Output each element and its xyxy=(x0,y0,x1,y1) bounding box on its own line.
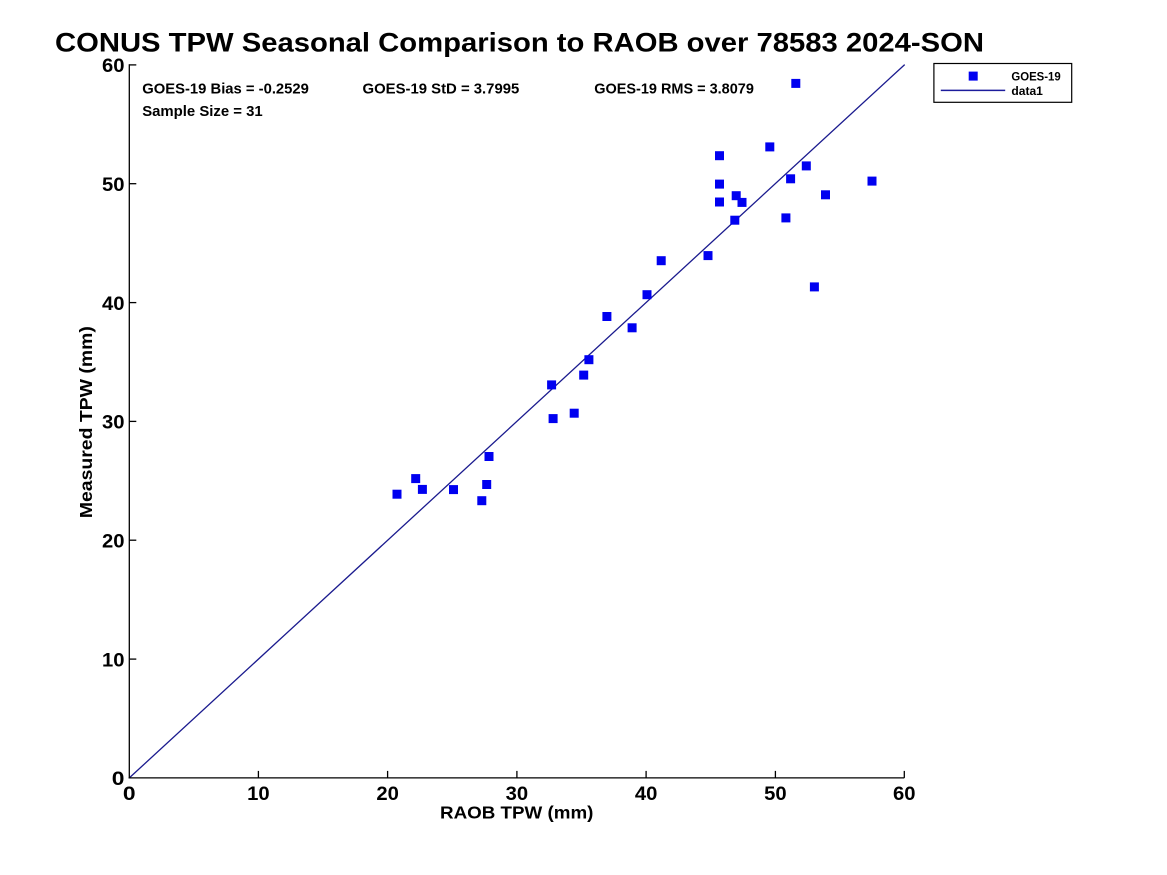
svg-text:GOES-19: GOES-19 xyxy=(1011,70,1060,84)
svg-text:RAOB TPW (mm): RAOB TPW (mm) xyxy=(440,802,594,822)
svg-text:30: 30 xyxy=(506,784,529,805)
svg-text:20: 20 xyxy=(102,531,125,552)
svg-text:50: 50 xyxy=(764,784,787,805)
svg-text:20: 20 xyxy=(376,784,399,805)
svg-text:30: 30 xyxy=(102,413,125,434)
svg-text:40: 40 xyxy=(102,294,125,315)
svg-text:60: 60 xyxy=(102,56,125,77)
svg-text:50: 50 xyxy=(102,175,125,196)
svg-text:GOES-19 RMS = 3.8079: GOES-19 RMS = 3.8079 xyxy=(594,81,754,98)
svg-text:Measured TPW (mm): Measured TPW (mm) xyxy=(76,326,96,518)
svg-text:60: 60 xyxy=(893,784,916,805)
svg-text:0: 0 xyxy=(123,784,136,805)
svg-text:GOES-19 StD = 3.7995: GOES-19 StD = 3.7995 xyxy=(363,81,520,98)
svg-text:CONUS TPW Seasonal Comparison: CONUS TPW Seasonal Comparison to RAOB ov… xyxy=(55,28,984,58)
svg-text:GOES-19 Bias = -0.2529: GOES-19 Bias = -0.2529 xyxy=(142,81,309,98)
svg-text:10: 10 xyxy=(247,784,270,805)
svg-text:data1: data1 xyxy=(1011,84,1043,98)
svg-text:40: 40 xyxy=(635,784,658,805)
svg-text:0: 0 xyxy=(112,769,125,790)
svg-text:10: 10 xyxy=(102,650,125,671)
svg-text:Sample Size = 31: Sample Size = 31 xyxy=(142,103,263,120)
